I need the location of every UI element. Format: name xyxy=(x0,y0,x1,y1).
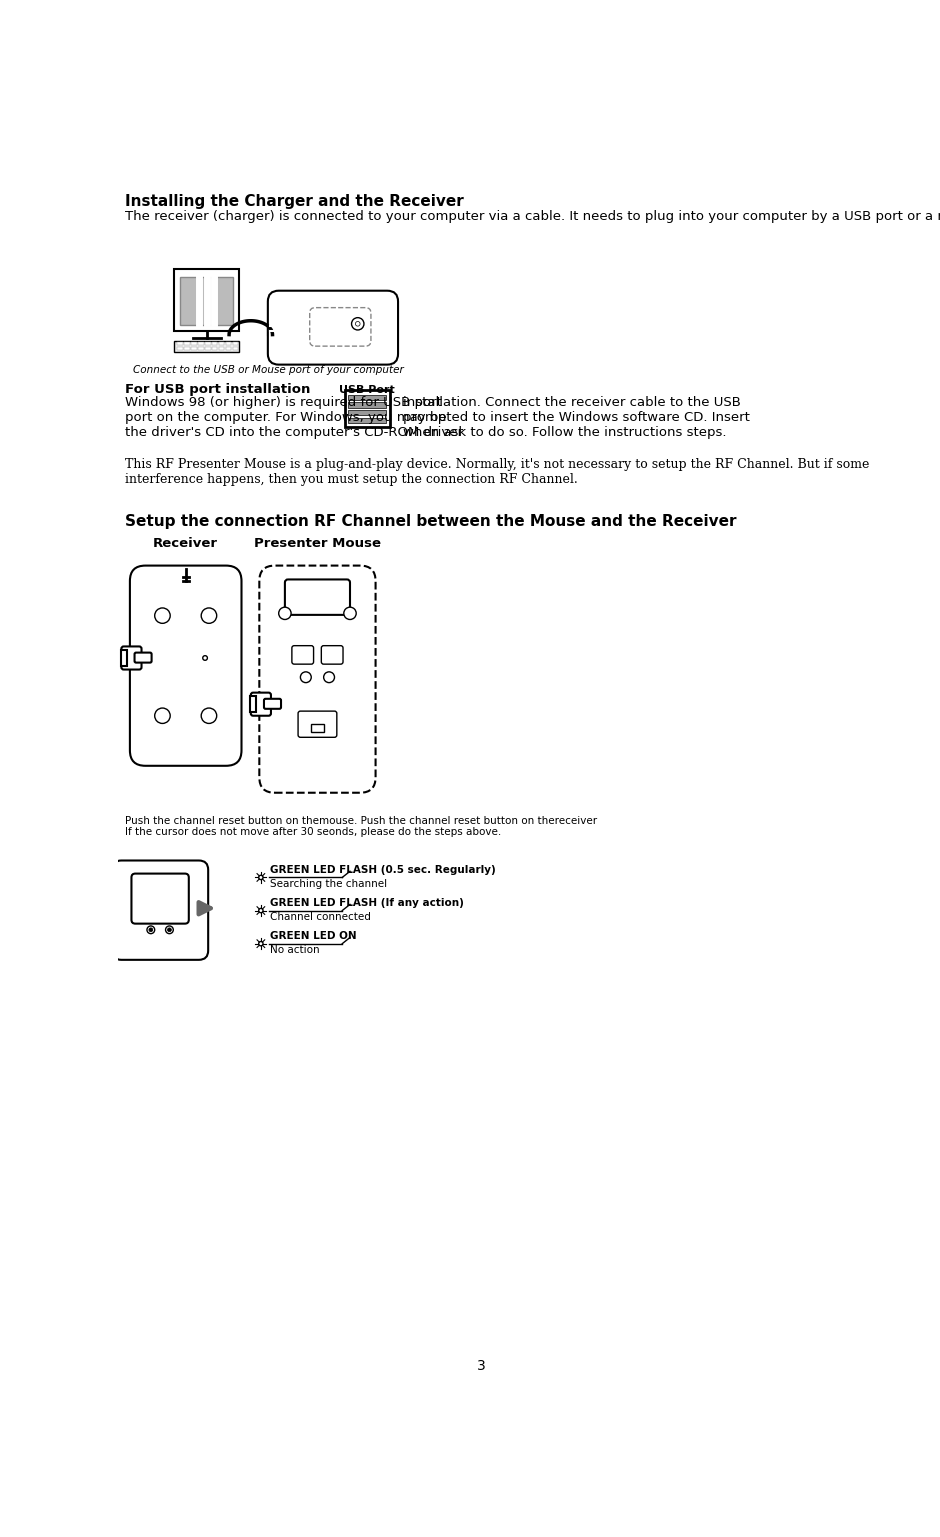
Circle shape xyxy=(323,672,335,682)
FancyBboxPatch shape xyxy=(132,873,189,924)
Bar xyxy=(205,347,211,350)
FancyBboxPatch shape xyxy=(259,566,376,793)
FancyBboxPatch shape xyxy=(112,861,208,959)
Text: Connect to the USB or Mouse port of your computer: Connect to the USB or Mouse port of your… xyxy=(133,366,404,375)
Bar xyxy=(212,347,217,350)
Bar xyxy=(219,343,225,346)
Bar xyxy=(233,343,239,346)
Bar xyxy=(311,724,323,732)
Bar xyxy=(349,395,385,400)
FancyBboxPatch shape xyxy=(321,646,343,664)
Circle shape xyxy=(155,709,170,724)
Text: This RF Presenter Mouse is a plug-and-play device. Normally, it's not necessary : This RF Presenter Mouse is a plug-and-pl… xyxy=(125,458,870,486)
Text: USB Port: USB Port xyxy=(339,384,395,395)
Text: GREEN LED ON: GREEN LED ON xyxy=(270,931,357,941)
Circle shape xyxy=(167,928,171,931)
Bar xyxy=(198,343,204,346)
FancyBboxPatch shape xyxy=(264,699,281,709)
FancyBboxPatch shape xyxy=(134,653,151,662)
FancyBboxPatch shape xyxy=(298,712,337,738)
Bar xyxy=(268,324,283,335)
Circle shape xyxy=(344,607,356,619)
Text: The receiver (charger) is connected to your computer via a cable. It needs to pl: The receiver (charger) is connected to y… xyxy=(125,211,940,223)
Circle shape xyxy=(201,709,217,724)
Bar xyxy=(349,418,385,423)
FancyBboxPatch shape xyxy=(121,647,142,670)
Text: Channel connected: Channel connected xyxy=(270,911,371,922)
Circle shape xyxy=(147,925,155,933)
Text: Presenter Mouse: Presenter Mouse xyxy=(254,536,381,550)
Circle shape xyxy=(149,928,153,931)
Bar xyxy=(184,347,190,350)
Circle shape xyxy=(258,908,263,913)
FancyBboxPatch shape xyxy=(292,646,314,664)
Bar xyxy=(219,347,225,350)
Circle shape xyxy=(258,942,263,945)
Text: Searching the channel: Searching the channel xyxy=(270,879,387,888)
Bar xyxy=(120,650,127,666)
Bar xyxy=(345,390,389,427)
Text: Windows 98 (or higher) is required for USB port
port on the computer. For Window: Windows 98 (or higher) is required for U… xyxy=(125,397,463,440)
Text: GREEN LED FLASH (If any action): GREEN LED FLASH (If any action) xyxy=(270,898,464,908)
Text: If the cursor does not move after 30 seonds, please do the steps above.: If the cursor does not move after 30 seo… xyxy=(125,827,502,836)
Circle shape xyxy=(355,321,360,326)
Bar xyxy=(174,269,239,330)
Bar xyxy=(205,343,211,346)
Text: installation. Connect the receiver cable to the USB
prompted to insert the Windo: installation. Connect the receiver cable… xyxy=(402,397,749,440)
Bar xyxy=(174,341,239,352)
Text: 3: 3 xyxy=(478,1359,486,1373)
Circle shape xyxy=(201,609,217,624)
Text: No action: No action xyxy=(270,945,320,954)
Bar xyxy=(191,343,196,346)
Text: Setup the connection RF Channel between the Mouse and the Receiver: Setup the connection RF Channel between … xyxy=(125,513,737,529)
Bar xyxy=(226,347,231,350)
Bar xyxy=(177,347,182,350)
FancyBboxPatch shape xyxy=(251,693,271,716)
Text: Push the channel reset button on themouse. Push the channel reset button on ther: Push the channel reset button on themous… xyxy=(125,816,598,825)
Bar xyxy=(349,403,385,407)
Bar xyxy=(184,343,190,346)
Bar xyxy=(191,347,196,350)
Bar xyxy=(250,696,257,712)
Circle shape xyxy=(301,672,311,682)
FancyBboxPatch shape xyxy=(268,290,398,364)
Text: Receiver: Receiver xyxy=(153,536,218,550)
Bar xyxy=(349,410,385,415)
Circle shape xyxy=(203,656,208,661)
Bar xyxy=(212,343,217,346)
Text: GREEN LED FLASH (0.5 sec. Regularly): GREEN LED FLASH (0.5 sec. Regularly) xyxy=(270,865,496,875)
Circle shape xyxy=(258,875,263,879)
Circle shape xyxy=(352,318,364,330)
Bar xyxy=(233,347,239,350)
Bar xyxy=(226,343,231,346)
Circle shape xyxy=(155,609,170,624)
Circle shape xyxy=(278,607,291,619)
Bar xyxy=(198,347,204,350)
Bar xyxy=(180,277,233,324)
FancyBboxPatch shape xyxy=(130,566,242,765)
Text: For USB port installation: For USB port installation xyxy=(125,383,310,397)
Text: Installing the Charger and the Receiver: Installing the Charger and the Receiver xyxy=(125,194,464,209)
Circle shape xyxy=(165,925,173,933)
FancyBboxPatch shape xyxy=(309,307,371,346)
Bar xyxy=(177,343,182,346)
FancyBboxPatch shape xyxy=(285,579,350,615)
